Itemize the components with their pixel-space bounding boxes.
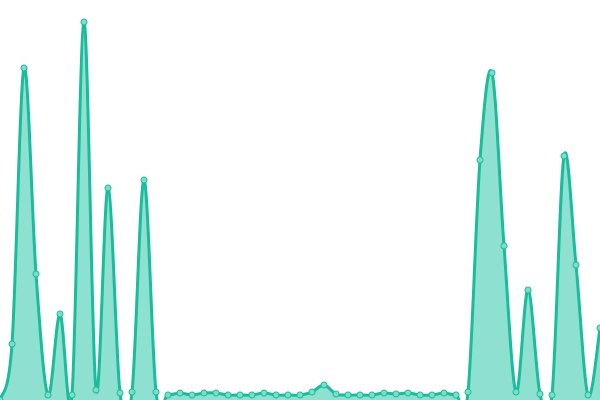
data-point-7 <box>80 18 88 26</box>
data-point-42 <box>500 242 508 250</box>
data-point-13 <box>152 388 160 396</box>
data-point-29 <box>344 391 352 399</box>
data-point-15 <box>176 389 184 397</box>
data-point-25 <box>296 391 304 399</box>
data-point-11 <box>128 388 136 396</box>
data-point-1 <box>8 340 16 348</box>
data-point-33 <box>392 390 400 398</box>
data-point-28 <box>332 390 340 398</box>
data-point-31 <box>368 391 376 399</box>
data-point-9 <box>104 184 112 192</box>
data-point-41 <box>488 69 496 77</box>
data-point-18 <box>212 389 220 397</box>
data-point-36 <box>428 391 436 399</box>
data-point-22 <box>260 389 268 397</box>
data-point-12 <box>140 176 148 184</box>
data-point-10 <box>116 389 124 397</box>
data-point-37 <box>440 389 448 397</box>
data-point-21 <box>248 391 256 399</box>
data-point-0 <box>0 396 4 400</box>
data-point-39 <box>464 388 472 396</box>
data-point-30 <box>356 391 364 399</box>
data-point-2 <box>20 64 28 72</box>
data-point-49 <box>584 391 592 399</box>
data-point-47 <box>560 152 568 160</box>
data-point-24 <box>284 391 292 399</box>
data-point-17 <box>200 389 208 397</box>
data-point-27 <box>320 381 328 389</box>
data-point-3 <box>32 270 40 278</box>
data-points <box>0 18 600 400</box>
data-point-50 <box>596 324 600 332</box>
data-point-5 <box>56 310 64 318</box>
data-point-45 <box>536 390 544 398</box>
data-point-23 <box>272 391 280 399</box>
data-point-44 <box>524 286 532 294</box>
data-point-48 <box>572 261 580 269</box>
data-point-35 <box>416 391 424 399</box>
data-point-6 <box>68 391 76 399</box>
data-point-46 <box>548 391 556 399</box>
data-point-4 <box>44 391 52 399</box>
data-point-16 <box>188 391 196 399</box>
data-point-32 <box>380 389 388 397</box>
data-point-34 <box>404 389 412 397</box>
data-point-8 <box>92 386 100 394</box>
data-point-40 <box>476 156 484 164</box>
data-point-19 <box>224 391 232 399</box>
data-point-38 <box>452 391 460 399</box>
data-point-14 <box>164 391 172 399</box>
data-point-26 <box>308 388 316 396</box>
data-point-43 <box>512 388 520 396</box>
data-point-20 <box>236 391 244 399</box>
